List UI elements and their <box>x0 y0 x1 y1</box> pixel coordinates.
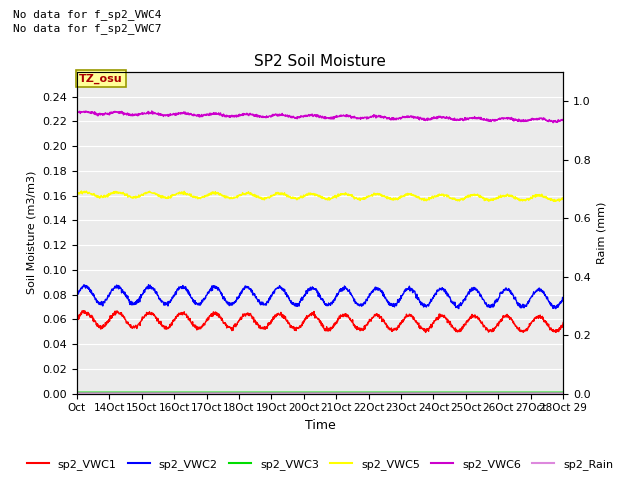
Title: SP2 Soil Moisture: SP2 Soil Moisture <box>254 54 386 70</box>
Legend: sp2_VWC1, sp2_VWC2, sp2_VWC3, sp2_VWC5, sp2_VWC6, sp2_Rain: sp2_VWC1, sp2_VWC2, sp2_VWC3, sp2_VWC5, … <box>22 455 618 474</box>
Text: TZ_osu: TZ_osu <box>79 73 123 84</box>
Y-axis label: Raim (mm): Raim (mm) <box>596 202 606 264</box>
Y-axis label: Soil Moisture (m3/m3): Soil Moisture (m3/m3) <box>27 171 36 295</box>
Text: No data for f_sp2_VWC4: No data for f_sp2_VWC4 <box>13 9 161 20</box>
Text: No data for f_sp2_VWC7: No data for f_sp2_VWC7 <box>13 23 161 34</box>
X-axis label: Time: Time <box>305 419 335 432</box>
